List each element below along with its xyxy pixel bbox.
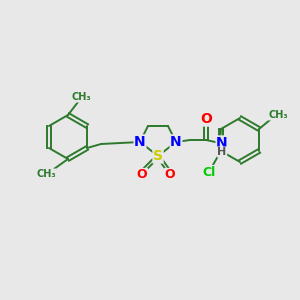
Text: O: O (137, 169, 147, 182)
Text: Cl: Cl (202, 166, 216, 178)
Text: N: N (170, 135, 182, 149)
Text: S: S (153, 149, 163, 163)
Text: O: O (165, 169, 175, 182)
Text: CH₃: CH₃ (268, 110, 288, 120)
Text: N: N (134, 135, 146, 149)
Text: H: H (218, 147, 226, 157)
Text: CH₃: CH₃ (71, 92, 91, 102)
Text: O: O (200, 112, 212, 126)
Text: CH₃: CH₃ (36, 169, 56, 179)
Text: N: N (216, 136, 228, 150)
